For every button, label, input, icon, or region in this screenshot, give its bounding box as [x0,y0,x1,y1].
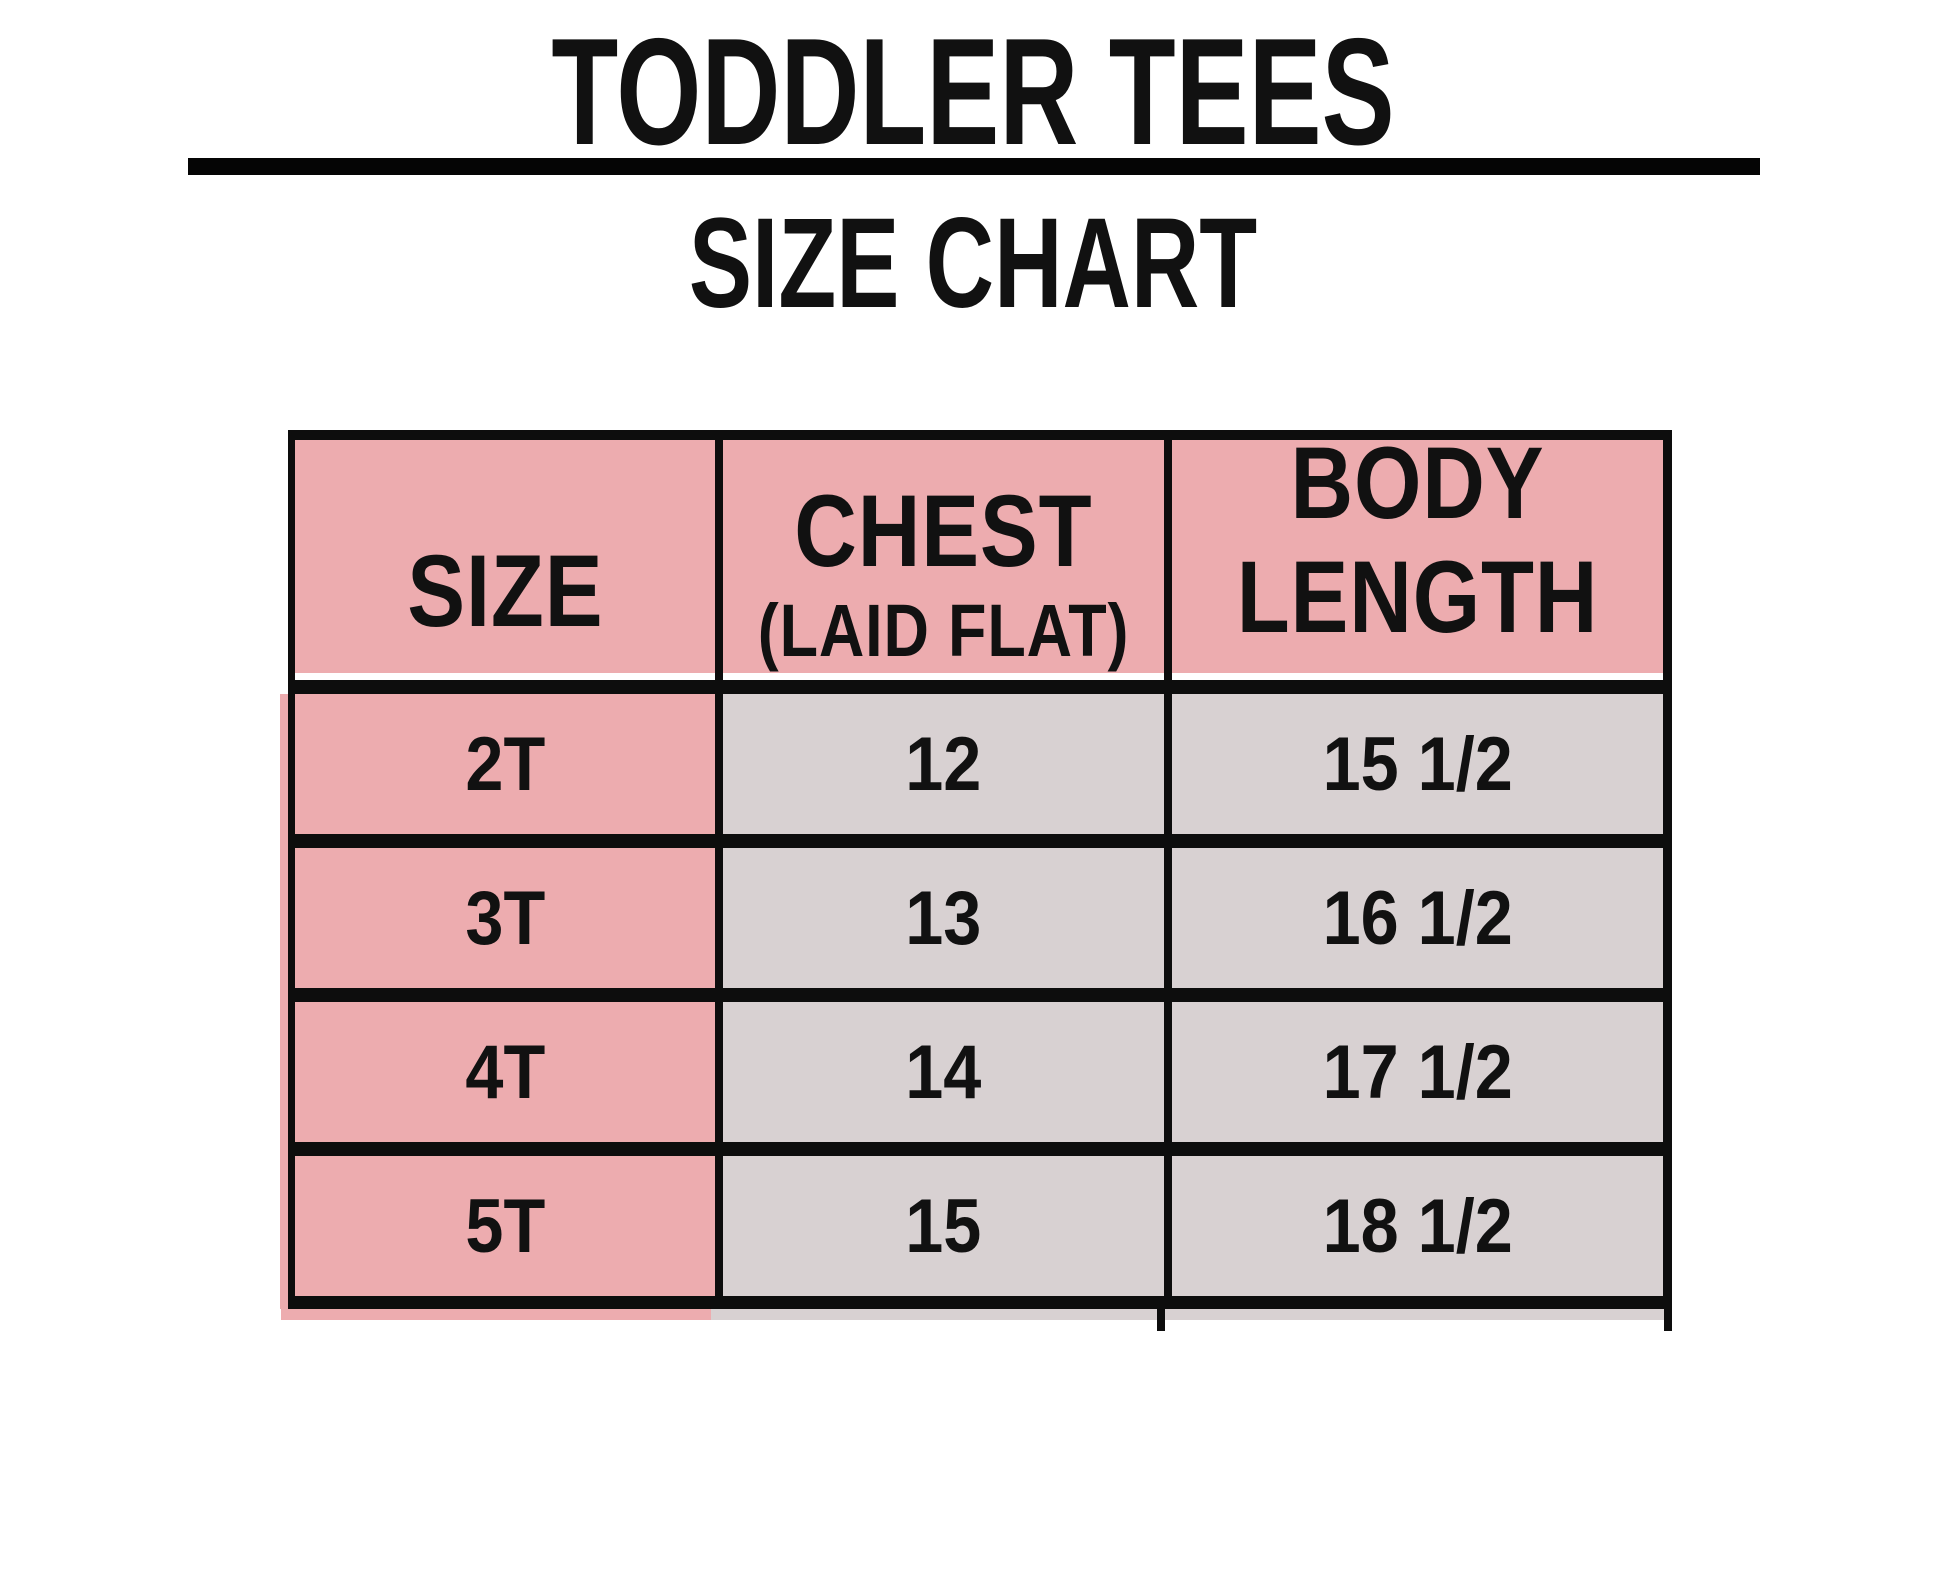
table-row-4t-size-cell: 4T [295,1002,715,1142]
table-row-4t-chest-cell: 14 [723,1002,1164,1142]
column-divider-stub [1157,1309,1165,1331]
column-label-body-length: BODY LENGTH [1236,440,1599,654]
page-title: TODDLER TEES [551,7,1395,177]
table-row-5t-body-length-cell: 18 1/2 [1172,1156,1663,1296]
header-cell-chest: CHEST (LAID FLAT) [723,440,1164,680]
column-label-chest: CHEST [794,474,1093,589]
page-subtitle: SIZE CHART [688,192,1258,335]
bottom-edge-artifact [281,1309,1664,1320]
chest-value: 14 [905,1029,982,1115]
body-length-value: 18 1/2 [1322,1183,1513,1269]
table-row-5t-size-cell: 5T [295,1156,715,1296]
size-value: 4T [465,1029,545,1115]
bottom-strip-gray-left [711,1309,1157,1320]
table-row-2t-chest-cell: 12 [723,694,1164,834]
body-length-value: 16 1/2 [1322,875,1513,961]
chest-value: 15 [905,1183,982,1269]
size-value: 2T [465,721,545,807]
header-cell-size: SIZE [295,440,715,680]
header-cell-body-length: BODY LENGTH [1172,440,1663,680]
right-border-stub [1664,1309,1672,1331]
body-length-value: 17 1/2 [1322,1029,1513,1115]
title-underline [188,158,1760,175]
size-value: 5T [465,1183,545,1269]
chest-value: 13 [905,875,982,961]
size-chart-table: SIZE CHEST (LAID FLAT) BODY LENGTH 2T 12… [288,430,1672,1309]
table-row-3t-size-cell: 3T [295,848,715,988]
column-label-size: SIZE [406,533,604,648]
body-length-value: 15 1/2 [1322,721,1513,807]
chest-value: 12 [905,721,982,807]
table-row-2t-size-cell: 2T [295,694,715,834]
table-row-5t-chest-cell: 15 [723,1156,1164,1296]
bottom-strip-gray-right [1165,1309,1664,1320]
bottom-strip-pink [281,1309,711,1320]
size-value: 3T [465,875,545,961]
table-row-3t-chest-cell: 13 [723,848,1164,988]
table-row-2t-body-length-cell: 15 1/2 [1172,694,1663,834]
table-row-3t-body-length-cell: 16 1/2 [1172,848,1663,988]
table-row-4t-body-length-cell: 17 1/2 [1172,1002,1663,1142]
column-sublabel-chest: (LAID FLAT) [757,589,1130,673]
